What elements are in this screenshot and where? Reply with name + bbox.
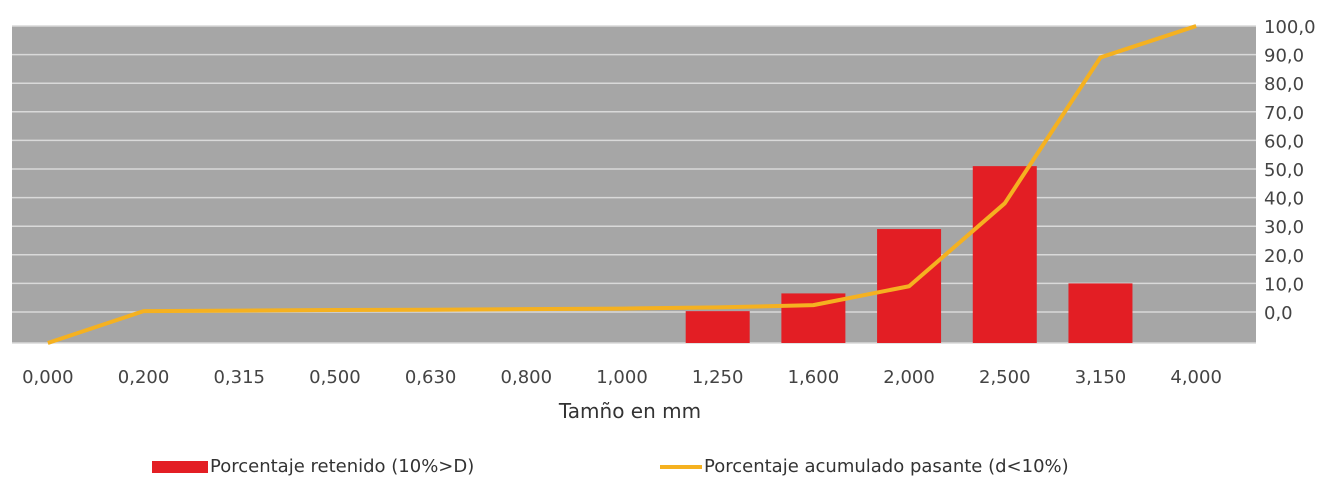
x-tick-label: 0,000 xyxy=(22,367,74,388)
legend-item-retained: Porcentaje retenido (10%>D) xyxy=(152,456,474,477)
x-axis-ticks: 0,000 0,200 0,315 0,500 0,630 0,800 1,000 1,250… xyxy=(22,367,1222,388)
x-tick-label: 3,150 xyxy=(1075,367,1127,388)
bar xyxy=(1068,283,1132,343)
x-tick-label: 0,315 xyxy=(213,367,265,388)
x-tick-label: 0,630 xyxy=(405,367,457,388)
y-tick-label: 100,0 xyxy=(1264,17,1316,38)
y-tick-label: 90,0 xyxy=(1264,46,1304,67)
y-axis-ticks: 0,0 10,0 20,0 30,0 40,0 50,0 60,0 70,0 80,0 90,0 1… xyxy=(1264,17,1316,324)
y-tick-label: 50,0 xyxy=(1264,160,1304,181)
legend-label-retained: Porcentaje retenido (10%>D) xyxy=(210,456,474,477)
y-tick-label: 0,0 xyxy=(1264,303,1293,324)
x-tick-label: 1,000 xyxy=(596,367,648,388)
x-axis-title: Tamño en mm xyxy=(558,399,701,423)
x-tick-label: 1,250 xyxy=(692,367,744,388)
x-tick-label: 0,200 xyxy=(118,367,170,388)
x-tick-label: 0,500 xyxy=(309,367,361,388)
legend-label-cumulative: Porcentaje acumulado pasante (d<10%) xyxy=(704,456,1069,477)
y-tick-label: 80,0 xyxy=(1264,74,1304,95)
y-tick-label: 10,0 xyxy=(1264,274,1304,295)
legend-swatch-line xyxy=(660,465,702,469)
y-tick-label: 40,0 xyxy=(1264,189,1304,210)
y-tick-label: 70,0 xyxy=(1264,103,1304,124)
bar xyxy=(686,311,750,343)
bar xyxy=(973,166,1037,343)
x-tick-label: 4,000 xyxy=(1170,367,1222,388)
y-tick-label: 30,0 xyxy=(1264,217,1304,238)
y-tick-label: 20,0 xyxy=(1264,246,1304,267)
x-tick-label: 1,600 xyxy=(788,367,840,388)
legend-item-cumulative: Porcentaje acumulado pasante (d<10%) xyxy=(660,456,1069,477)
x-tick-label: 2,500 xyxy=(979,367,1031,388)
y-tick-label: 60,0 xyxy=(1264,131,1304,152)
legend-swatch-bar xyxy=(152,461,208,473)
x-tick-label: 0,800 xyxy=(501,367,553,388)
x-tick-label: 2,000 xyxy=(883,367,935,388)
